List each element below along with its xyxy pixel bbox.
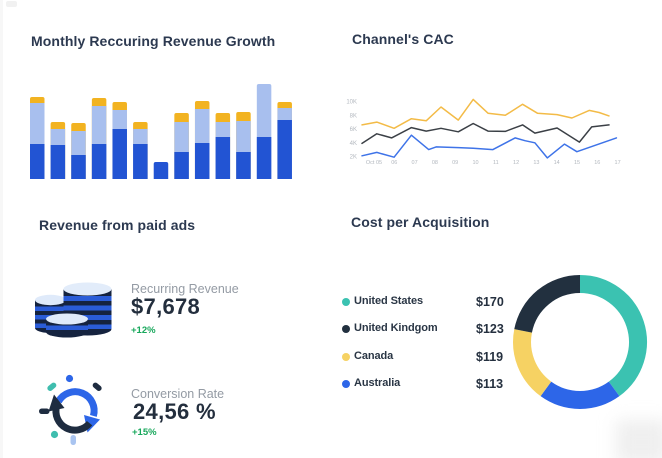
conversion-rate-label: Conversion Rate xyxy=(131,387,225,401)
legend-item-united-states[interactable]: United States $170 xyxy=(342,294,517,321)
cpa-chart-title: Cost per Acquisition xyxy=(351,214,490,230)
svg-text:11: 11 xyxy=(493,160,499,166)
svg-text:13: 13 xyxy=(533,160,539,166)
left-edge-shade xyxy=(0,0,3,458)
cpa-donut-chart[interactable] xyxy=(506,268,654,416)
svg-text:Oct 05: Oct 05 xyxy=(366,160,382,166)
legend-label: United States xyxy=(354,295,423,307)
legend-dot-united-states xyxy=(342,298,350,306)
svg-text:2K: 2K xyxy=(350,155,357,161)
legend-value: $119 xyxy=(476,349,504,364)
recurring-revenue-value: $7,678 xyxy=(131,294,201,319)
svg-text:6K: 6K xyxy=(350,127,357,133)
cac-chart-title: Channel's CAC xyxy=(352,31,454,47)
svg-text:06: 06 xyxy=(391,160,397,166)
coins-icon xyxy=(35,282,112,338)
svg-text:09: 09 xyxy=(452,160,458,166)
svg-text:07: 07 xyxy=(412,160,418,166)
svg-text:12: 12 xyxy=(513,160,519,166)
legend-value: $123 xyxy=(476,322,504,337)
svg-text:14: 14 xyxy=(554,160,560,166)
svg-text:8K: 8K xyxy=(350,113,357,119)
svg-text:4K: 4K xyxy=(350,141,357,147)
legend-value: $113 xyxy=(476,376,504,391)
recurring-revenue-label: Recurring Revenue xyxy=(131,282,239,296)
legend-item-australia[interactable]: Australia $113 xyxy=(342,376,517,403)
svg-text:08: 08 xyxy=(432,160,438,166)
legend-item-united-kindgom[interactable]: United Kindgom $123 xyxy=(342,321,517,348)
cpa-legend: United States $170 United Kindgom $123 C… xyxy=(342,294,517,403)
bottom-right-shade xyxy=(616,420,662,458)
cac-line-chart[interactable]: 10K 8K 6K 4K 2K Oct 05 06 07 08 09 10 11 12 13 14 15 16 1… xyxy=(344,92,644,172)
legend-item-canada[interactable]: Canada $119 xyxy=(342,349,517,376)
legend-dot-united-kindgom xyxy=(342,325,350,334)
legend-label: Canada xyxy=(354,349,394,362)
svg-text:15: 15 xyxy=(574,160,580,166)
legend-label: United Kindgom xyxy=(354,322,438,335)
legend-dot-australia xyxy=(342,379,350,388)
svg-text:10: 10 xyxy=(472,160,478,166)
legend-label: Australia xyxy=(354,376,401,389)
svg-text:16: 16 xyxy=(594,160,600,166)
conversion-rate-delta: +15% xyxy=(132,427,157,438)
corner-artifact xyxy=(6,1,17,7)
sync-arrows-icon xyxy=(39,374,102,445)
mrr-stacked-bar-chart[interactable] xyxy=(26,78,298,182)
legend-dot-canada xyxy=(342,352,350,361)
svg-text:17: 17 xyxy=(615,160,621,166)
conversion-rate-value: 24,56 % xyxy=(133,399,216,424)
svg-text:10K: 10K xyxy=(346,100,357,106)
paid-ads-title: Revenue from paid ads xyxy=(39,217,196,233)
legend-value: $170 xyxy=(476,295,504,309)
mrr-chart-title: Monthly Reccuring Revenue Growth xyxy=(31,33,276,49)
recurring-revenue-delta: +12% xyxy=(131,325,156,336)
